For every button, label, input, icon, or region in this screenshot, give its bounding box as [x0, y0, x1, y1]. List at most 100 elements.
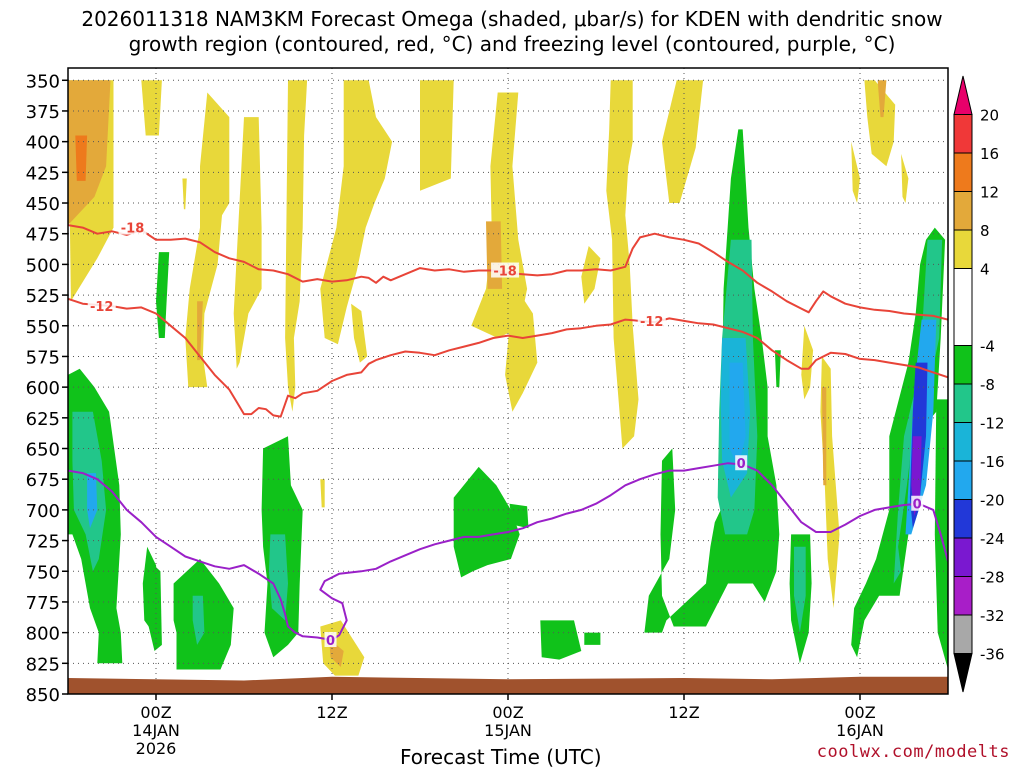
x-tick-year: 2026: [136, 739, 177, 758]
colorbar-label: -4: [980, 338, 995, 356]
colorbar-label: -16: [980, 453, 1005, 471]
chart-title-line1: 2026011318 NAM3KM Forecast Omega (shaded…: [81, 7, 943, 31]
colorbar-bin: [953, 422, 973, 462]
contour-label-bg: [735, 455, 748, 471]
y-tick-label: 750: [26, 562, 60, 583]
y-tick-label: 675: [26, 470, 60, 491]
y-tick-label: 600: [26, 378, 60, 399]
omega-region-1: [68, 80, 111, 226]
x-tick-label: 00Z: [140, 703, 171, 722]
colorbar-bin: [953, 345, 973, 385]
omega-region-47: [794, 546, 806, 633]
x-tick-date: 16JAN: [836, 721, 884, 740]
y-tick-label: 725: [26, 532, 60, 553]
y-tick-label: 350: [26, 71, 60, 92]
colorbar-label: 4: [980, 261, 990, 279]
colorbar-label: -36: [980, 646, 1005, 664]
colorbar-label: -32: [980, 607, 1005, 625]
colorbar-label: -8: [980, 376, 995, 394]
omega-region-17: [662, 80, 704, 203]
y-tick-label: 500: [26, 255, 60, 276]
colorbar-bin: [953, 268, 973, 346]
colorbar-bin: [953, 229, 973, 269]
omega-region-4: [182, 178, 187, 210]
dgz-contour--12: [68, 297, 948, 418]
omega-region-41: [644, 129, 780, 633]
y-tick-label: 550: [26, 317, 60, 338]
y-tick-label: 575: [26, 347, 60, 368]
terrain-surface: [68, 676, 948, 694]
contour-label: -18: [121, 222, 145, 237]
contour-label: -12: [90, 300, 114, 315]
colorbar-label: -20: [980, 492, 1005, 510]
omega-region-15: [581, 246, 601, 304]
contour-label-bg: [637, 312, 666, 328]
contour-label-bg: [324, 631, 337, 647]
omega-region-34: [192, 595, 205, 645]
omega-region-6: [185, 92, 230, 388]
omega-region-5: [233, 117, 262, 369]
chart-title-line2: growth region (contoured, red, °C) and f…: [128, 32, 896, 56]
y-tick-label: 400: [26, 133, 60, 154]
colorbar-bin: [953, 191, 973, 231]
omega-region-37: [453, 466, 520, 578]
colorbar-bin: [953, 576, 973, 616]
colorbar: 20 16 12 8 4 -4 -8 -12 -16 -20 -24 -28 -32 -36: [953, 75, 1005, 693]
x-tick-label: 12Z: [316, 703, 347, 722]
omega-region-54: [147, 559, 162, 651]
omega-region-22: [877, 80, 887, 118]
omega-region-24: [851, 141, 860, 203]
omega-region-14: [505, 288, 538, 412]
terrain: [68, 676, 948, 694]
omega-region-11: [420, 80, 454, 191]
contour-label: -12: [640, 315, 664, 330]
omega-region-25: [320, 479, 325, 508]
y-tick-label: 425: [26, 163, 60, 184]
attribution: coolwx.com/modelts: [816, 742, 1010, 762]
contour-labels: -18 -18 -12 -12 0 0 0: [87, 219, 924, 649]
contour-label-bg: [491, 262, 520, 278]
colorbar-bin: [953, 499, 973, 539]
grid: [68, 68, 948, 695]
x-tick-date: 14JAN: [132, 721, 180, 740]
omega-region-10: [351, 303, 368, 363]
colorbar-label: 16: [980, 145, 999, 163]
omega-region-36: [268, 534, 288, 621]
y-tick-label: 850: [26, 685, 60, 706]
colorbar-label: 20: [980, 107, 999, 125]
colorbar-label: -12: [980, 415, 1005, 433]
omega-region-45: [774, 350, 781, 388]
colorbar-bin: [953, 383, 973, 423]
colorbar-bin: [953, 537, 973, 577]
y-tick-label: 625: [26, 409, 60, 430]
freezing-level-contour: [68, 462, 948, 641]
x-tick-label: 00Z: [844, 703, 875, 722]
omega-region-32: [156, 252, 170, 338]
y-tick-label: 475: [26, 225, 60, 246]
x-tick-label: 12Z: [668, 703, 699, 722]
omega-region-8: [285, 80, 308, 412]
colorbar-bin: [953, 114, 973, 154]
y-tick-label: 525: [26, 286, 60, 307]
y-tick-label: 825: [26, 654, 60, 675]
omega-region-44: [729, 362, 746, 467]
omega-region-3: [141, 80, 162, 136]
contour-label: 0: [737, 457, 746, 472]
omega-region-9: [320, 80, 393, 345]
colorbar-bin: [953, 460, 973, 500]
omega-region-2: [75, 135, 88, 181]
colorbar-bin: [953, 614, 973, 654]
contour-label: -18: [493, 265, 517, 280]
y-tick-label: 650: [26, 440, 60, 461]
colorbar-label: -24: [980, 530, 1005, 548]
omega-region-23: [901, 153, 909, 203]
axes: 350 375 400 425 450 475 500 525 550 575 600 625 650 6…: [26, 67, 949, 758]
colorbar-arrow-top: [953, 75, 973, 115]
y-tick-label: 775: [26, 593, 60, 614]
omega-region-30: [87, 473, 98, 529]
contour-label-bg: [118, 219, 147, 235]
omega-region-39: [540, 620, 582, 660]
contour-label-bg: [911, 495, 924, 511]
x-tick-date: 15JAN: [484, 721, 532, 740]
